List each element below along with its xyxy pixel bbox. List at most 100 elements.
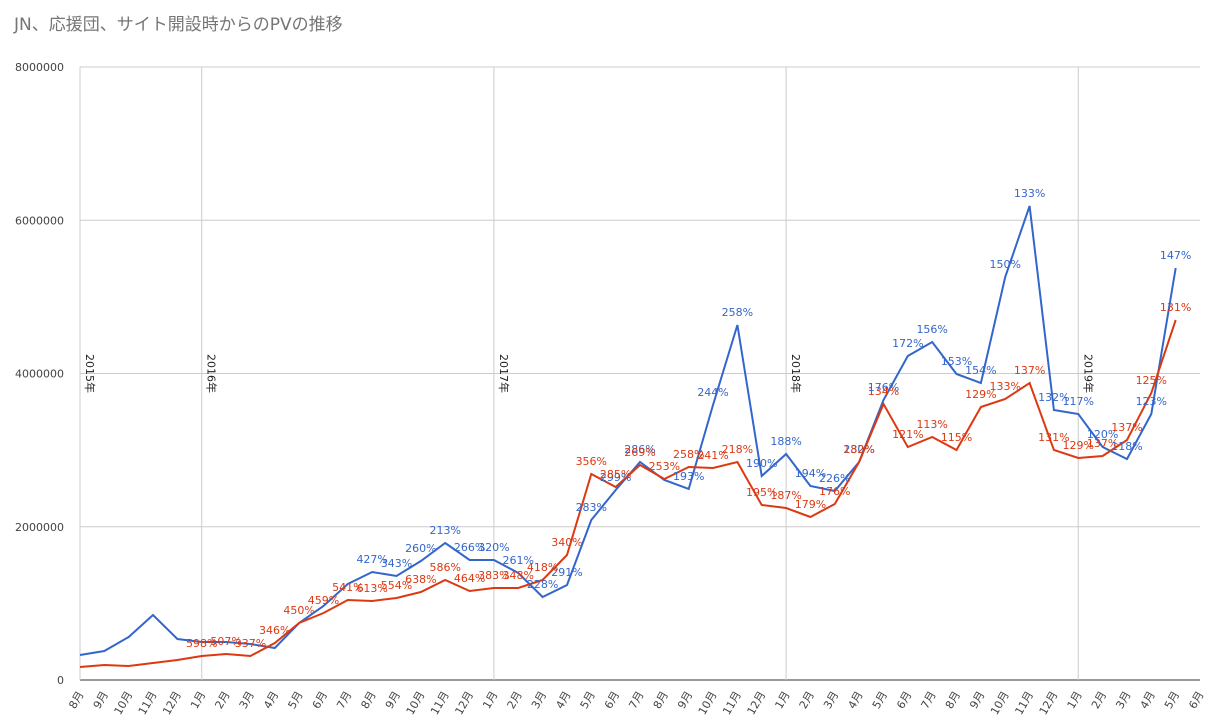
x-tick-label: 10月 [404,689,428,717]
point-label: 182% [843,443,874,456]
point-label: 120% [1087,428,1118,441]
point-label: 137% [1014,364,1045,377]
y-tick-label: 0 [57,674,64,687]
point-label: 258% [673,448,704,461]
point-label: 218% [722,443,753,456]
point-label: 299% [600,471,631,484]
point-label: 154% [965,364,996,377]
point-label: 253% [649,460,680,473]
point-label: 137% [1087,437,1118,450]
point-label: 190% [746,457,777,470]
point-label: 147% [1160,249,1191,262]
x-tick-label: 12月 [1037,689,1061,717]
point-label: 153% [941,355,972,368]
point-label: 541% [332,581,363,594]
point-label: 213% [429,524,460,537]
x-tick-label: 5月 [870,689,890,711]
point-label: 343% [381,557,412,570]
x-tick-label: 1月 [772,689,792,711]
y-tick-label: 2000000 [15,521,64,534]
year-label: 2019年 [1081,354,1095,393]
x-tick-label: 9月 [91,689,111,711]
point-label: 598% [186,637,217,650]
point-label: 258% [722,306,753,319]
point-label: 179% [795,498,826,511]
x-tick-label: 6月 [1186,689,1206,711]
point-label: 156% [916,323,947,336]
point-label: 195% [746,486,777,499]
x-tick-label: 2月 [212,689,232,711]
x-tick-label: 6月 [894,689,914,711]
point-label: 121% [892,428,923,441]
x-tick-label: 5月 [1162,689,1182,711]
x-tick-label: 8月 [943,689,963,711]
point-label: 340% [551,536,582,549]
x-tick-label: 3月 [237,689,257,711]
point-label: 176% [819,485,850,498]
point-label: 638% [405,573,436,586]
point-label: 613% [356,582,387,595]
point-label: 283% [576,501,607,514]
year-label: 2017年 [497,354,511,393]
point-label: 129% [965,388,996,401]
y-tick-label: 4000000 [15,368,64,381]
x-tick-label: 2月 [797,689,817,711]
point-label: 244% [697,386,728,399]
x-tick-label: 8月 [651,689,671,711]
x-tick-label: 7月 [334,689,354,711]
year-label: 2018年 [789,354,803,393]
point-label: 133% [1014,187,1045,200]
point-label: 261% [503,554,534,567]
point-label: 150% [989,258,1020,271]
x-tick-label: 4月 [845,689,865,711]
point-label: 118% [1111,440,1142,453]
point-label: 450% [283,604,314,617]
x-tick-label: 3月 [1113,689,1133,711]
x-tick-label: 2月 [505,689,525,711]
x-tick-label: 11月 [428,689,452,717]
x-tick-label: 10月 [988,689,1012,717]
point-label: 427% [356,553,387,566]
point-label: 285% [600,468,631,481]
point-label: 132% [1038,391,1069,404]
point-label: 346% [259,624,290,637]
point-label: 176% [868,381,899,394]
point-label: 193% [673,470,704,483]
point-label: 123% [1136,395,1167,408]
point-label: 241% [697,449,728,462]
point-label: 554% [381,579,412,592]
point-label: 115% [941,431,972,444]
point-label: 291% [551,566,582,579]
x-tick-label: 10月 [112,689,136,717]
point-label: 188% [770,435,801,448]
x-tick-label: 11月 [720,689,744,717]
point-label: 226% [819,472,850,485]
point-label: 194% [795,467,826,480]
y-tick-label: 6000000 [15,214,64,227]
x-tick-label: 5月 [285,689,305,711]
point-label: 464% [454,572,485,585]
point-label: 320% [478,541,509,554]
x-tick-label: 1月 [188,689,208,711]
series-line [79,319,1177,668]
point-label: 230% [843,443,874,456]
x-tick-label: 7月 [919,689,939,711]
point-label: 133% [989,380,1020,393]
x-tick-label: 4月 [261,689,281,711]
x-tick-label: 12月 [452,689,476,717]
point-label: 586% [429,561,460,574]
x-tick-label: 9月 [967,689,987,711]
point-label: 131% [1160,301,1191,314]
point-label: 172% [892,337,923,350]
x-tick-label: 1月 [1065,689,1085,711]
x-tick-label: 11月 [1012,689,1036,717]
point-label: 117% [1063,395,1094,408]
year-label: 2015年 [83,354,97,393]
x-tick-label: 10月 [696,689,720,717]
point-label: 125% [1136,374,1167,387]
x-tick-label: 7月 [626,689,646,711]
point-label: 348% [503,569,534,582]
x-tick-label: 12月 [160,689,184,717]
x-tick-label: 8月 [66,689,86,711]
